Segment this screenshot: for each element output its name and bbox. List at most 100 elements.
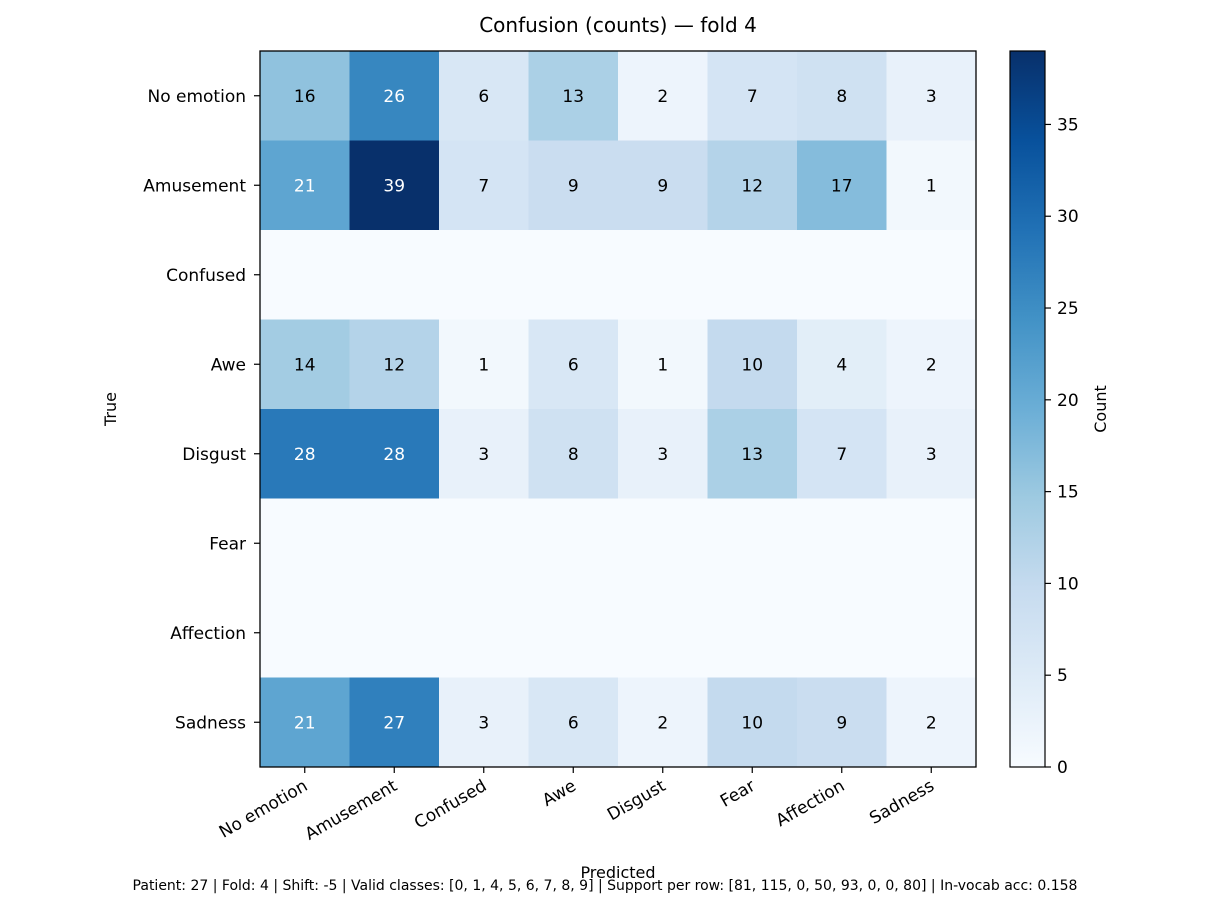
cell-value-label: 3 xyxy=(926,87,937,107)
heatmap-cell xyxy=(886,588,977,678)
cell-value-label: 14 xyxy=(294,355,316,375)
heatmap-cell xyxy=(439,498,529,589)
y-tick-label: No emotion xyxy=(147,87,246,107)
heatmap-cell xyxy=(439,140,529,231)
heatmap-cell xyxy=(618,51,708,141)
cell-value-label: 21 xyxy=(294,713,316,733)
cell-value-label: 1 xyxy=(478,355,489,375)
colorbar-label: Count xyxy=(1091,385,1110,433)
heatmap-cell xyxy=(528,230,619,320)
heatmap-cell xyxy=(349,498,440,589)
heatmap-cell xyxy=(797,409,887,499)
cell-value-label: 12 xyxy=(741,176,763,196)
cell-value-label: 13 xyxy=(741,445,763,465)
heatmap-cell xyxy=(439,588,529,678)
colorbar-tick-label: 0 xyxy=(1057,758,1068,778)
heatmap-cell xyxy=(528,140,619,231)
heatmap-cell xyxy=(797,677,887,768)
heatmap-cell xyxy=(439,51,529,141)
cell-value-label: 3 xyxy=(926,445,937,465)
heatmap-cell xyxy=(260,140,350,231)
heatmap-cell xyxy=(260,319,350,410)
heatmap-cell xyxy=(618,409,708,499)
heatmap-cell xyxy=(439,230,529,320)
cell-value-label: 27 xyxy=(383,713,405,733)
cell-value-label: 13 xyxy=(562,87,584,107)
cell-value-label: 1 xyxy=(657,355,668,375)
heatmap-cell xyxy=(349,140,440,231)
cell-value-label: 3 xyxy=(478,445,489,465)
x-tick-label: Sadness xyxy=(866,776,938,829)
heatmap-cell xyxy=(349,319,440,410)
heatmap-cell xyxy=(349,677,440,768)
heatmap-cell xyxy=(528,498,619,589)
heatmap-cell xyxy=(797,319,887,410)
heatmap-cell xyxy=(618,498,708,589)
cell-value-label: 7 xyxy=(747,87,758,107)
heatmap-cell xyxy=(707,51,798,141)
heatmap-cell xyxy=(886,51,977,141)
cell-value-label: 9 xyxy=(568,176,579,196)
cell-value-label: 1 xyxy=(926,176,937,196)
heatmap-cell xyxy=(886,230,977,320)
colorbar-tick-label: 20 xyxy=(1057,391,1079,411)
colorbar-tick-label: 35 xyxy=(1057,115,1079,135)
heatmap-cell xyxy=(439,677,529,768)
heatmap-cell xyxy=(349,230,440,320)
cell-value-label: 6 xyxy=(568,713,579,733)
cell-value-label: 2 xyxy=(657,87,668,107)
heatmap-cell xyxy=(797,498,887,589)
heatmap-cell xyxy=(707,588,798,678)
cell-value-label: 9 xyxy=(836,713,847,733)
y-tick-label: Sadness xyxy=(175,713,246,733)
heatmap-cell xyxy=(260,51,350,141)
cell-value-label: 6 xyxy=(478,87,489,107)
heatmap-cell xyxy=(886,140,977,231)
y-tick-label: Fear xyxy=(209,534,246,554)
colorbar-tick-label: 15 xyxy=(1057,483,1079,503)
cell-value-label: 17 xyxy=(831,176,853,196)
x-axis-label: Predicted xyxy=(580,863,655,882)
x-tick-label: Affection xyxy=(773,776,849,831)
x-tick-label: Awe xyxy=(539,776,580,811)
heatmap-cell xyxy=(528,319,619,410)
heatmap-cell xyxy=(260,677,350,768)
heatmap-cell xyxy=(618,588,708,678)
x-tick-label: Confused xyxy=(411,776,490,833)
heatmap-cell xyxy=(618,140,708,231)
heatmap-cell xyxy=(439,409,529,499)
heatmap-cell xyxy=(707,409,798,499)
colorbar-tick-label: 10 xyxy=(1057,574,1079,594)
heatmap-cell xyxy=(260,588,350,678)
cell-value-label: 16 xyxy=(294,87,316,107)
heatmap-cell xyxy=(797,140,887,231)
heatmap-cell xyxy=(618,677,708,768)
cell-value-label: 28 xyxy=(383,445,405,465)
cell-value-label: 7 xyxy=(478,176,489,196)
y-tick-label: Disgust xyxy=(182,445,246,465)
heatmap-cell xyxy=(707,677,798,768)
heatmap-cell xyxy=(707,140,798,231)
colorbar-tick-label: 30 xyxy=(1057,207,1079,227)
y-tick-label: Confused xyxy=(166,266,246,286)
heatmap-cell xyxy=(707,230,798,320)
heatmap-cell xyxy=(886,677,977,768)
y-axis-label: True xyxy=(101,392,120,427)
chart-title: Confusion (counts) — fold 4 xyxy=(479,13,757,37)
y-tick-label: Affection xyxy=(170,624,246,644)
heatmap-cell xyxy=(528,409,619,499)
heatmap-cell xyxy=(886,319,977,410)
colorbar xyxy=(1009,50,1046,768)
heatmap-cell xyxy=(349,51,440,141)
heatmap-cell xyxy=(260,230,350,320)
heatmap-cell-labels: 16 26 6 13 2 7 8 321 39 7 9 9 12 17 114 12 1 6 1 10 4 228 28 3 8… xyxy=(294,87,937,734)
colorbar-ticks: 0 5 10 15 20 25 30 35 xyxy=(1045,115,1079,778)
heatmap-cell xyxy=(260,409,350,499)
cell-value-label: 8 xyxy=(836,87,847,107)
x-tick-label: Amusement xyxy=(302,776,401,845)
cell-value-label: 21 xyxy=(294,176,316,196)
cell-value-label: 9 xyxy=(657,176,668,196)
cell-value-label: 7 xyxy=(836,445,847,465)
